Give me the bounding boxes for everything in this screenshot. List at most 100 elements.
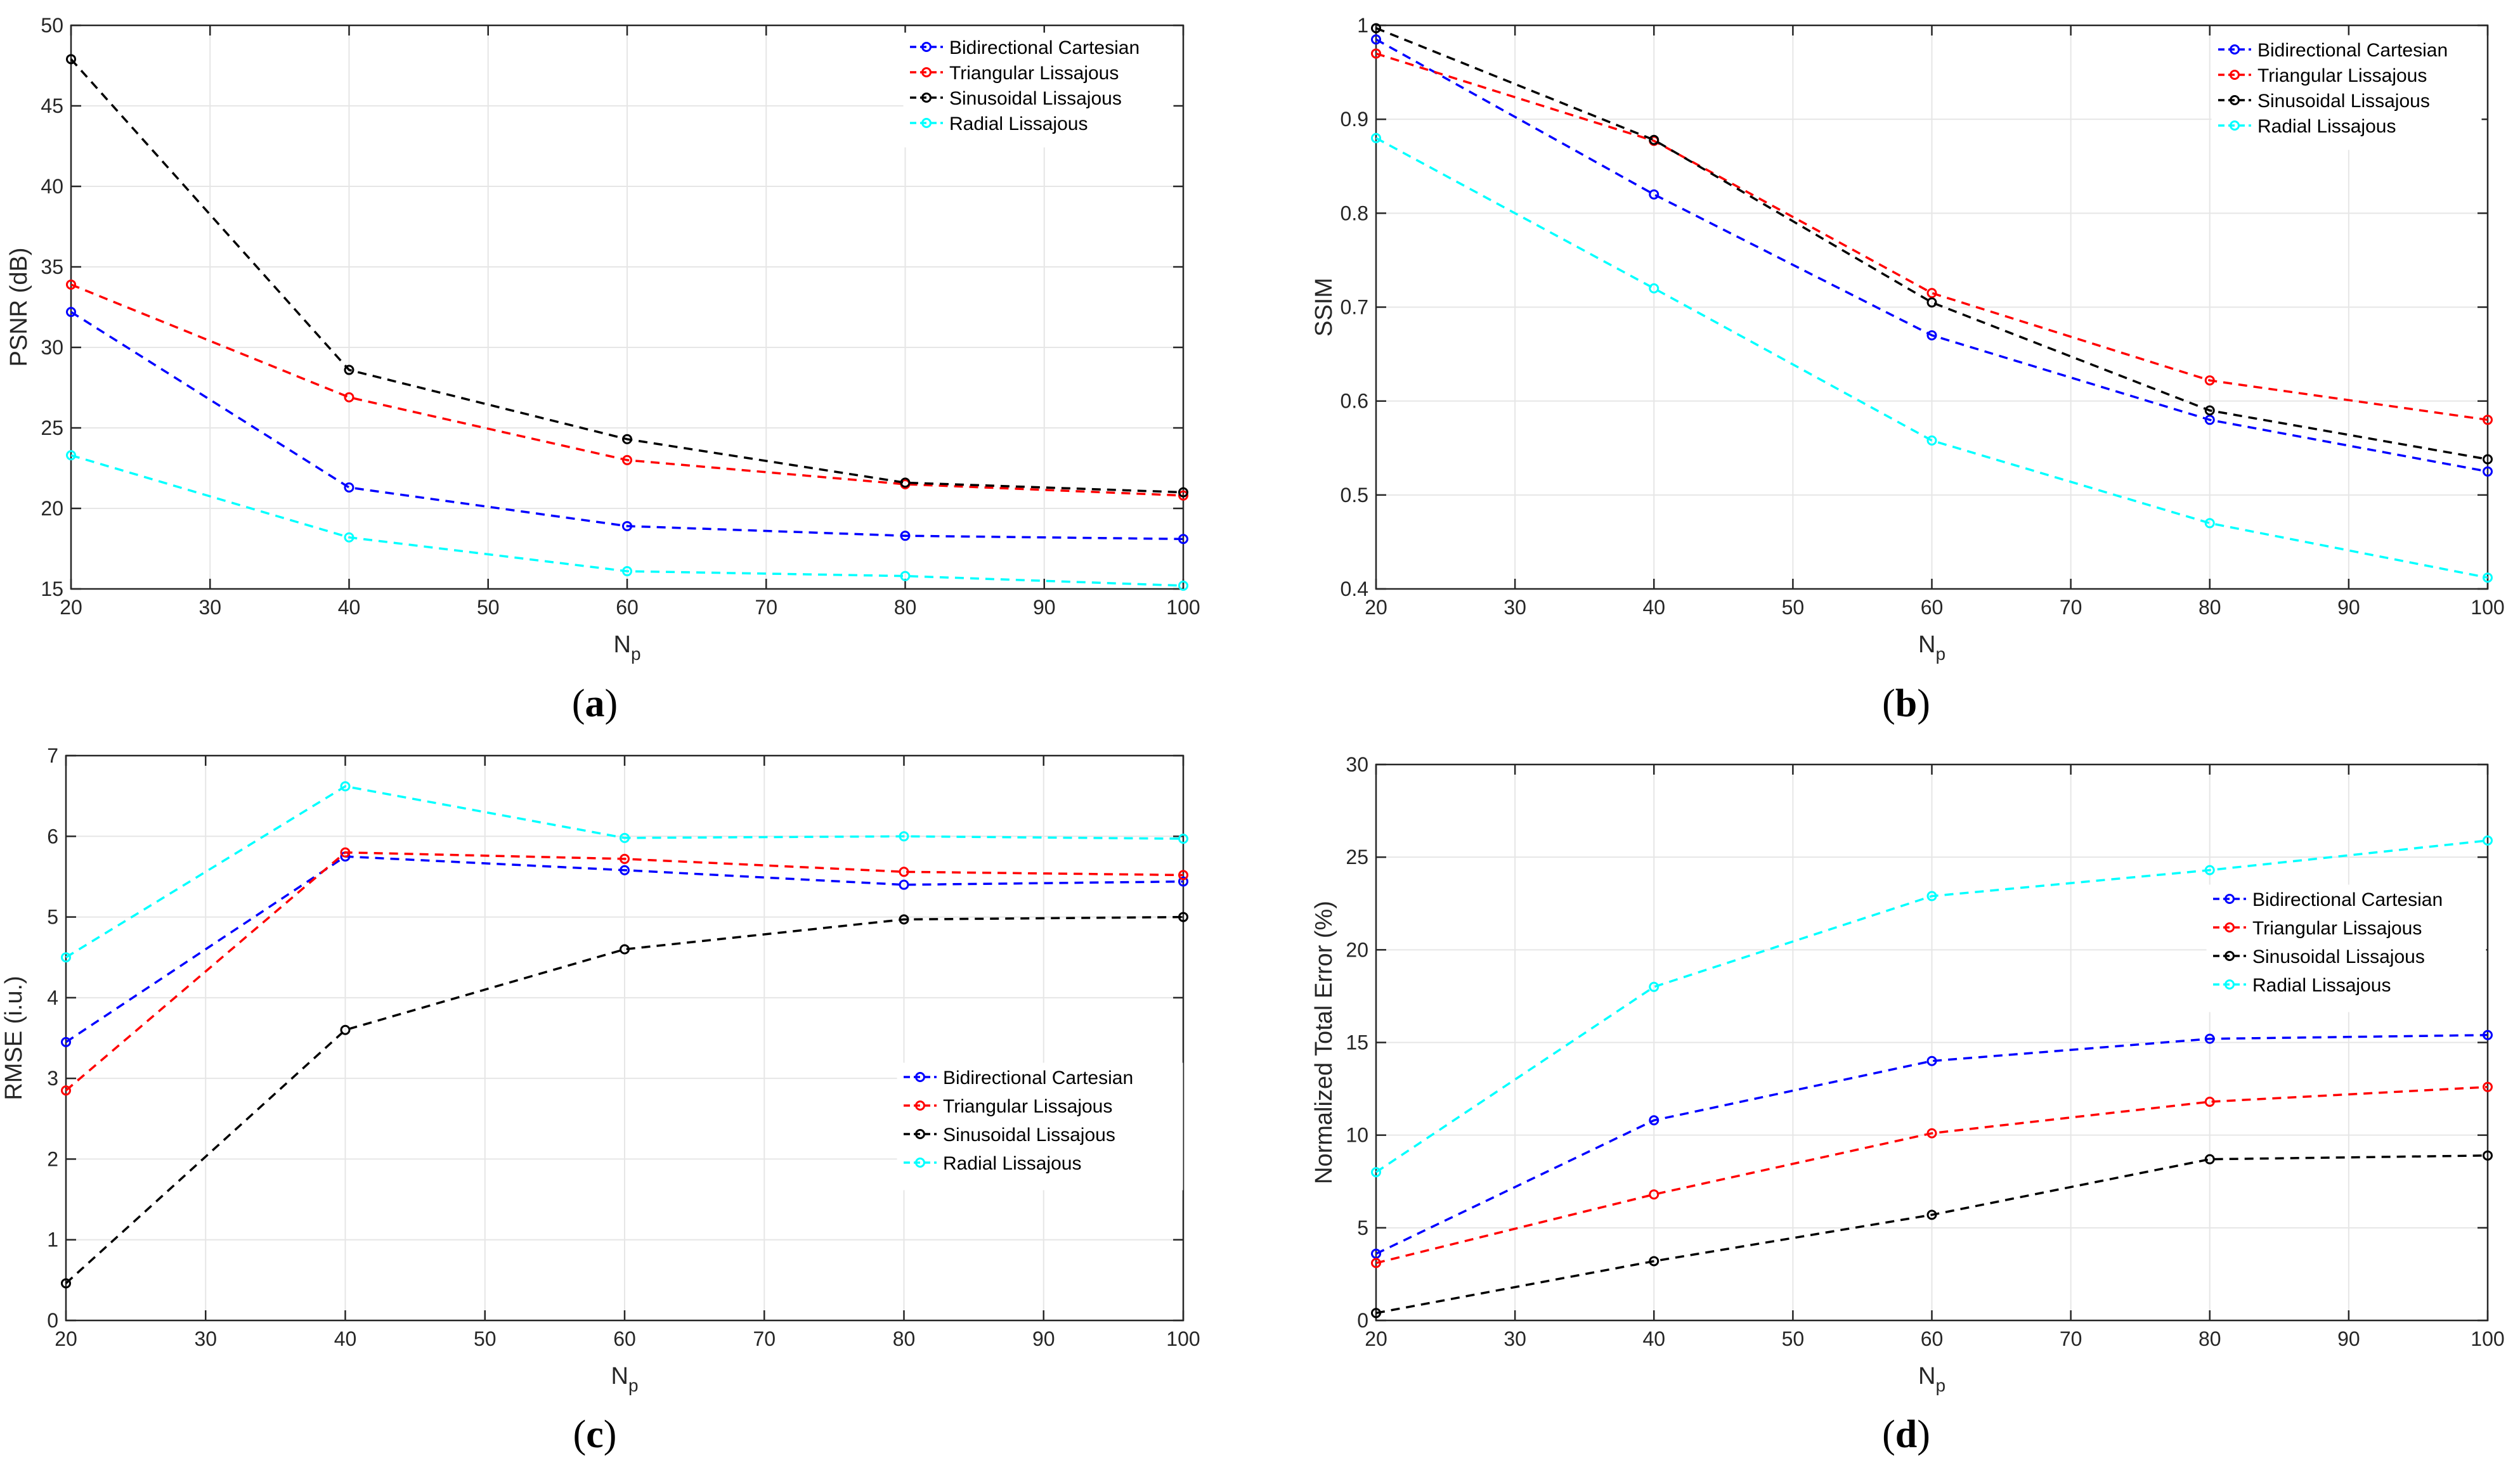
data-point: [1371, 48, 1381, 59]
data-point: [1371, 23, 1381, 34]
x-tick-label: 30: [194, 1327, 217, 1350]
x-tick-label: 90: [2337, 1327, 2360, 1350]
panel-caption: (c): [573, 1413, 617, 1456]
y-tick-label: 45: [41, 94, 63, 117]
legend-marker: [915, 1072, 925, 1082]
x-tick-label: 100: [1166, 596, 1200, 619]
data-point: [1371, 132, 1381, 143]
y-tick-label: 0.8: [1341, 202, 1368, 224]
x-tick-label: 70: [2060, 596, 2082, 619]
x-axis-label: Np: [613, 631, 640, 664]
y-tick-label: 3: [47, 1067, 58, 1090]
data-point: [61, 1278, 71, 1289]
panel-c: 20 30 40 50 60 70 80 90 100 0 1 2 3 4 5 6 7 Np RMSE (i.u.)…: [1, 744, 1200, 1456]
panel-a: 20 30 40 50 60 70 80 90 1001520253035404550NpPSN…: [6, 14, 1200, 725]
data-point: [1649, 1256, 1659, 1267]
data-point: [1926, 435, 1937, 446]
y-tick-label: 4: [47, 986, 58, 1009]
data-point: [620, 944, 630, 955]
data-point: [1649, 134, 1659, 145]
series-line-1: [65, 855, 1184, 1043]
series-line-2: [65, 851, 1184, 1092]
data-point: [1178, 912, 1188, 922]
data-point: [2204, 1097, 2215, 1107]
data-point: [2483, 572, 2493, 583]
x-tick-label: 20: [1365, 596, 1387, 619]
y-tick-label: 35: [41, 255, 63, 278]
legend-marker: [2224, 894, 2235, 904]
data-point: [2204, 1154, 2215, 1165]
y-tick-label: 6: [47, 825, 58, 848]
y-tick-label: 10: [1346, 1124, 1368, 1147]
y-tick-label: 1: [1357, 14, 1368, 37]
data-point: [2483, 1150, 2493, 1161]
x-tick-label: 20: [1365, 1327, 1387, 1350]
legend-marker: [921, 118, 932, 128]
panel-caption: (d): [1882, 1413, 1930, 1456]
y-axis-label: RMSE (i.u.): [1, 976, 27, 1100]
x-tick-label: 100: [2471, 596, 2504, 619]
legend-box: [903, 32, 1174, 148]
data-point: [344, 365, 354, 375]
data-point: [2483, 466, 2493, 477]
x-tick-label: 30: [1504, 596, 1526, 619]
legend-marker: [2230, 70, 2240, 80]
legend-label: Triangular Lissajous: [2252, 918, 2422, 939]
legend-marker: [2224, 979, 2235, 990]
x-tick-label: 80: [894, 596, 917, 619]
data-point: [2204, 1033, 2215, 1044]
legend-marker: [915, 1100, 925, 1111]
series-line-1: [1375, 38, 2488, 473]
x-tick-label: 60: [1921, 1327, 1944, 1350]
legend-label: Sinusoidal Lissajous: [949, 88, 1122, 109]
series-line-4: [1375, 839, 2488, 1173]
legend-marker: [2224, 922, 2235, 932]
legend-marker: [2230, 120, 2240, 131]
y-axis-label: SSIM: [1311, 278, 1337, 337]
data-point: [1178, 834, 1188, 844]
legend-label: Radial Lissajous: [2257, 116, 2396, 137]
x-axis-label: Np: [611, 1363, 638, 1395]
legend-label: Sinusoidal Lissajous: [2257, 91, 2430, 112]
panel-d: 20 30 40 50 60 70 80 90 100 0 5 10 15 20 25 30 Np Normali…: [1311, 753, 2505, 1456]
panel-b: 20 30 40 50 60 70 80 90 100 0.4 0.5 0.6 0.7 0.8 0.9 1 Np…: [1311, 14, 2505, 725]
data-point: [1178, 876, 1188, 887]
data-point: [620, 832, 630, 843]
series-line-2: [70, 283, 1184, 497]
data-point: [2204, 518, 2215, 529]
y-tick-label: 0.4: [1341, 577, 1368, 600]
x-tick-label: 40: [1642, 1327, 1665, 1350]
data-point: [622, 455, 632, 465]
x-tick-label: 90: [2337, 596, 2360, 619]
x-tick-label: 40: [1642, 596, 1665, 619]
data-point: [620, 853, 630, 864]
x-tick-label: 60: [1921, 596, 1944, 619]
legend-label: Sinusoidal Lissajous: [2252, 946, 2425, 967]
data-point: [900, 571, 911, 581]
y-tick-label: 0: [47, 1309, 58, 1332]
data-point: [66, 279, 76, 290]
data-point: [2483, 1029, 2493, 1040]
y-tick-label: 0: [1357, 1309, 1368, 1332]
y-tick-label: 15: [1346, 1031, 1368, 1054]
data-point: [2483, 415, 2493, 425]
legend-marker: [921, 67, 932, 77]
data-point: [344, 482, 354, 493]
x-tick-label: 50: [1782, 1327, 1805, 1350]
legend-label: Bidirectional Cartesian: [943, 1068, 1133, 1088]
data-point: [620, 865, 630, 875]
y-tick-label: 0.5: [1341, 484, 1368, 506]
legend-box: [897, 1062, 1183, 1190]
x-tick-label: 50: [474, 1327, 497, 1350]
data-point: [900, 531, 911, 541]
data-point: [899, 914, 909, 925]
y-axis-label: PSNR (dB): [6, 248, 32, 367]
data-point: [344, 392, 354, 403]
data-point: [1649, 1115, 1659, 1126]
legend-label: Bidirectional Cartesian: [949, 37, 1140, 58]
data-point: [1649, 1189, 1659, 1200]
y-tick-label: 40: [41, 175, 63, 198]
data-point: [1178, 580, 1188, 591]
data-point: [899, 867, 909, 877]
